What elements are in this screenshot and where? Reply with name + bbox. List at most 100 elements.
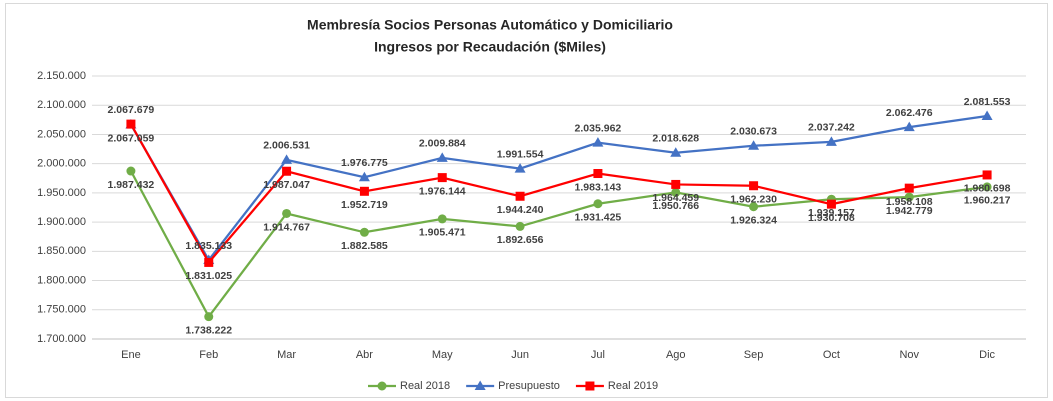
point	[515, 221, 525, 231]
point	[126, 119, 136, 129]
point	[826, 199, 836, 209]
point	[204, 257, 214, 267]
y-tick-label: 1.900.000	[37, 216, 86, 228]
y-tick-label: 1.750.000	[37, 304, 86, 316]
x-tick-label: Dic	[979, 349, 995, 361]
data-label: 1.942.779	[886, 205, 933, 217]
x-tick-label: Sep	[744, 349, 764, 361]
data-label: 2.067.679	[108, 104, 155, 116]
data-label: 1.976.775	[341, 157, 388, 169]
y-tick-label: 1.850.000	[37, 245, 86, 257]
data-label: 1.952.719	[341, 199, 388, 211]
point	[981, 110, 993, 121]
data-label: 2.062.476	[886, 107, 933, 119]
data-label: 2.035.962	[575, 122, 622, 134]
chart-frame	[5, 3, 1048, 398]
data-label: 2.009.884	[419, 138, 466, 150]
point	[904, 192, 914, 202]
data-label: 1.980.698	[964, 183, 1011, 195]
series-line	[129, 114, 988, 263]
point	[282, 166, 292, 176]
chart-title: Membresía Socios Personas Automático y D…	[307, 17, 673, 33]
data-label: 1.835.133	[185, 240, 232, 252]
point	[670, 147, 682, 157]
data-label: 1.738.222	[185, 324, 232, 336]
data-label: 1.987.432	[108, 179, 155, 191]
series-line	[129, 123, 988, 265]
point	[748, 140, 760, 150]
legend-label: Real 2019	[608, 380, 658, 392]
point	[474, 380, 486, 390]
point	[593, 169, 603, 179]
data-label: 1.950.766	[652, 200, 699, 212]
point	[825, 136, 837, 146]
y-tick-label: 1.700.000	[37, 333, 86, 345]
point	[585, 381, 595, 391]
point	[904, 183, 914, 193]
x-tick-label: Mar	[277, 349, 296, 361]
x-tick-label: Ago	[666, 349, 686, 361]
data-label: 1.831.025	[185, 270, 232, 282]
point	[358, 171, 370, 182]
point	[592, 137, 604, 147]
x-tick-label: Feb	[199, 349, 218, 361]
point	[126, 166, 136, 176]
point	[749, 181, 759, 191]
y-tick-label: 2.150.000	[37, 70, 86, 82]
data-label: 1.962.230	[730, 194, 777, 206]
data-label: 1.964.459	[652, 192, 699, 204]
point	[281, 154, 293, 164]
data-label: 1.905.471	[419, 227, 466, 239]
legend-label: Presupuesto	[498, 380, 560, 392]
y-tick-label: 2.000.000	[37, 158, 86, 170]
point	[437, 214, 447, 224]
data-label: 1.914.767	[263, 221, 310, 233]
point	[982, 170, 992, 180]
point	[436, 152, 448, 162]
data-label: 2.067.059	[108, 132, 155, 144]
point	[514, 163, 526, 173]
point	[749, 202, 759, 212]
data-label: 1.991.554	[497, 148, 544, 160]
data-label: 1.939.157	[808, 207, 855, 219]
x-tick-label: Jun	[511, 349, 529, 361]
data-label: 2.037.242	[808, 122, 855, 134]
point	[282, 208, 292, 218]
legend-label: Real 2018	[400, 380, 450, 392]
data-label: 2.006.531	[263, 140, 310, 152]
point	[671, 179, 681, 189]
x-tick-label: Ene	[121, 349, 141, 361]
data-label: 1.944.240	[497, 204, 544, 216]
point	[437, 173, 447, 183]
data-label: 1.931.425	[575, 212, 622, 224]
x-tick-label: May	[432, 349, 453, 361]
data-label: 1.930.708	[808, 212, 855, 224]
y-tick-label: 1.950.000	[37, 187, 86, 199]
y-tick-label: 2.050.000	[37, 128, 86, 140]
point	[359, 227, 369, 237]
point	[593, 199, 603, 209]
data-label: 1.958.108	[886, 196, 933, 208]
data-label: 1.892.656	[497, 234, 544, 246]
data-label: 1.926.324	[730, 215, 777, 227]
data-label: 1.987.047	[263, 179, 310, 191]
x-tick-label: Oct	[823, 349, 840, 361]
point	[377, 381, 387, 391]
data-label: 1.983.143	[575, 181, 622, 193]
data-label: 2.030.673	[730, 126, 777, 138]
series-line	[129, 170, 988, 319]
chart-subtitle: Ingresos por Recaudación ($Miles)	[374, 39, 606, 55]
data-label: 2.018.628	[652, 133, 699, 145]
point	[671, 187, 681, 197]
point	[903, 121, 915, 132]
data-label: 2.081.553	[964, 96, 1011, 108]
point	[204, 312, 214, 322]
data-label: 1.976.144	[419, 185, 466, 197]
y-tick-label: 2.100.000	[37, 99, 86, 111]
data-label: 1.960.217	[964, 195, 1011, 207]
x-tick-label: Jul	[591, 349, 605, 361]
point	[982, 182, 992, 192]
x-tick-label: Nov	[899, 349, 919, 361]
y-tick-label: 1.800.000	[37, 274, 86, 286]
